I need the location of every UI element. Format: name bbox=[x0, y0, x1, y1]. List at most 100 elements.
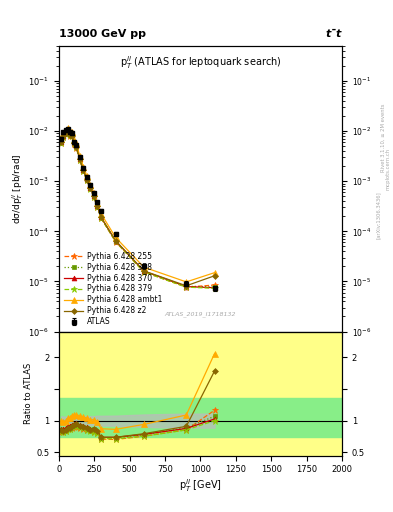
Pythia 6.428 ambt1 bbox=[99, 210, 103, 217]
Pythia 6.428 358 bbox=[70, 133, 74, 139]
Pythia 6.428 255 bbox=[77, 157, 82, 163]
Pythia 6.428 370 bbox=[81, 167, 86, 173]
Pythia 6.428 370 bbox=[65, 128, 70, 134]
Pythia 6.428 ambt1 bbox=[113, 234, 118, 241]
Pythia 6.428 255 bbox=[68, 133, 72, 139]
Pythia 6.428 z2 bbox=[68, 132, 72, 138]
Pythia 6.428 379 bbox=[88, 186, 93, 192]
Pythia 6.428 379 bbox=[99, 215, 103, 221]
Pythia 6.428 ambt1 bbox=[95, 200, 100, 206]
Pythia 6.428 358 bbox=[212, 284, 217, 290]
Text: t¯t: t¯t bbox=[325, 29, 342, 39]
Pythia 6.428 358 bbox=[141, 268, 146, 274]
Pythia 6.428 255 bbox=[63, 131, 68, 137]
Bar bbox=[59, 332, 342, 456]
Legend: Pythia 6.428 255, Pythia 6.428 358, Pythia 6.428 370, Pythia 6.428 379, Pythia 6: Pythia 6.428 255, Pythia 6.428 358, Pyth… bbox=[63, 250, 164, 328]
Pythia 6.428 255 bbox=[70, 133, 74, 139]
Pythia 6.428 358 bbox=[65, 129, 70, 135]
Pythia 6.428 358 bbox=[72, 140, 77, 146]
Pythia 6.428 z2 bbox=[92, 194, 96, 200]
Pythia 6.428 255 bbox=[74, 144, 79, 151]
Pythia 6.428 ambt1 bbox=[184, 279, 189, 285]
Pythia 6.428 379 bbox=[84, 177, 89, 183]
Line: Pythia 6.428 379: Pythia 6.428 379 bbox=[58, 129, 218, 292]
Pythia 6.428 358 bbox=[81, 167, 86, 173]
Line: Pythia 6.428 z2: Pythia 6.428 z2 bbox=[59, 130, 217, 288]
Pythia 6.428 370 bbox=[61, 133, 66, 139]
Pythia 6.428 ambt1 bbox=[92, 189, 96, 196]
Pythia 6.428 358 bbox=[92, 194, 96, 200]
Pythia 6.428 z2 bbox=[99, 214, 103, 220]
Pythia 6.428 ambt1 bbox=[141, 264, 146, 270]
Pythia 6.428 255 bbox=[81, 168, 86, 174]
Pythia 6.428 379 bbox=[63, 131, 68, 137]
Pythia 6.428 ambt1 bbox=[70, 129, 74, 135]
Pythia 6.428 379 bbox=[141, 269, 146, 275]
Pythia 6.428 z2 bbox=[212, 273, 217, 279]
Pythia 6.428 358 bbox=[113, 238, 118, 244]
Pythia 6.428 255 bbox=[92, 194, 96, 200]
Pythia 6.428 z2 bbox=[61, 133, 66, 139]
Pythia 6.428 358 bbox=[61, 133, 66, 139]
Pythia 6.428 255 bbox=[61, 134, 66, 140]
Pythia 6.428 ambt1 bbox=[88, 181, 93, 187]
Pythia 6.428 255 bbox=[65, 129, 70, 135]
Pythia 6.428 379 bbox=[70, 133, 74, 139]
Pythia 6.428 370 bbox=[99, 214, 103, 220]
Pythia 6.428 z2 bbox=[59, 139, 64, 145]
Pythia 6.428 379 bbox=[61, 134, 66, 140]
Pythia 6.428 z2 bbox=[63, 131, 68, 137]
Y-axis label: Ratio to ATLAS: Ratio to ATLAS bbox=[24, 363, 33, 424]
Pythia 6.428 z2 bbox=[74, 144, 79, 150]
Pythia 6.428 370 bbox=[88, 185, 93, 191]
Y-axis label: dσ/dp$_T^{ll}$ [pb/rad]: dσ/dp$_T^{ll}$ [pb/rad] bbox=[11, 154, 26, 224]
Pythia 6.428 z2 bbox=[141, 268, 146, 274]
Pythia 6.428 358 bbox=[88, 185, 93, 191]
Pythia 6.428 z2 bbox=[184, 283, 189, 289]
Pythia 6.428 255 bbox=[113, 239, 118, 245]
Pythia 6.428 255 bbox=[59, 140, 64, 146]
Bar bbox=[59, 398, 342, 437]
Text: mcplots.cern.ch: mcplots.cern.ch bbox=[386, 148, 391, 190]
Pythia 6.428 358 bbox=[84, 177, 89, 183]
Pythia 6.428 255 bbox=[212, 282, 217, 288]
Pythia 6.428 z2 bbox=[81, 167, 86, 173]
Pythia 6.428 370 bbox=[184, 284, 189, 290]
Pythia 6.428 370 bbox=[70, 132, 74, 138]
Pythia 6.428 255 bbox=[84, 177, 89, 183]
Pythia 6.428 379 bbox=[74, 144, 79, 150]
Line: Pythia 6.428 ambt1: Pythia 6.428 ambt1 bbox=[59, 125, 217, 285]
Pythia 6.428 255 bbox=[184, 284, 189, 290]
Pythia 6.428 ambt1 bbox=[84, 173, 89, 179]
Pythia 6.428 358 bbox=[184, 283, 189, 289]
Pythia 6.428 ambt1 bbox=[61, 130, 66, 136]
Pythia 6.428 379 bbox=[72, 140, 77, 146]
Pythia 6.428 255 bbox=[95, 204, 100, 210]
Pythia 6.428 370 bbox=[59, 139, 64, 145]
Pythia 6.428 ambt1 bbox=[212, 270, 217, 276]
Pythia 6.428 ambt1 bbox=[63, 127, 68, 133]
Pythia 6.428 ambt1 bbox=[68, 129, 72, 135]
Pythia 6.428 370 bbox=[92, 194, 96, 200]
Pythia 6.428 370 bbox=[113, 238, 118, 244]
Pythia 6.428 ambt1 bbox=[81, 163, 86, 169]
Pythia 6.428 358 bbox=[99, 215, 103, 221]
Pythia 6.428 z2 bbox=[77, 156, 82, 162]
Pythia 6.428 379 bbox=[59, 140, 64, 146]
Pythia 6.428 358 bbox=[59, 139, 64, 145]
Pythia 6.428 370 bbox=[72, 140, 77, 146]
Text: 13000 GeV pp: 13000 GeV pp bbox=[59, 29, 146, 39]
Pythia 6.428 z2 bbox=[88, 185, 93, 191]
Pythia 6.428 370 bbox=[77, 156, 82, 162]
Pythia 6.428 379 bbox=[77, 157, 82, 163]
Pythia 6.428 370 bbox=[68, 131, 72, 137]
Pythia 6.428 379 bbox=[65, 129, 70, 135]
Pythia 6.428 ambt1 bbox=[74, 140, 79, 146]
Pythia 6.428 ambt1 bbox=[59, 136, 64, 142]
Text: ATLAS_2019_I1718132: ATLAS_2019_I1718132 bbox=[165, 312, 236, 317]
Pythia 6.428 z2 bbox=[84, 177, 89, 183]
Pythia 6.428 370 bbox=[74, 143, 79, 150]
Pythia 6.428 370 bbox=[63, 130, 68, 136]
X-axis label: p$_T^{ll}$ [GeV]: p$_T^{ll}$ [GeV] bbox=[179, 477, 222, 494]
Text: p$_T^{ll}$ (ATLAS for leptoquark search): p$_T^{ll}$ (ATLAS for leptoquark search) bbox=[120, 55, 281, 72]
